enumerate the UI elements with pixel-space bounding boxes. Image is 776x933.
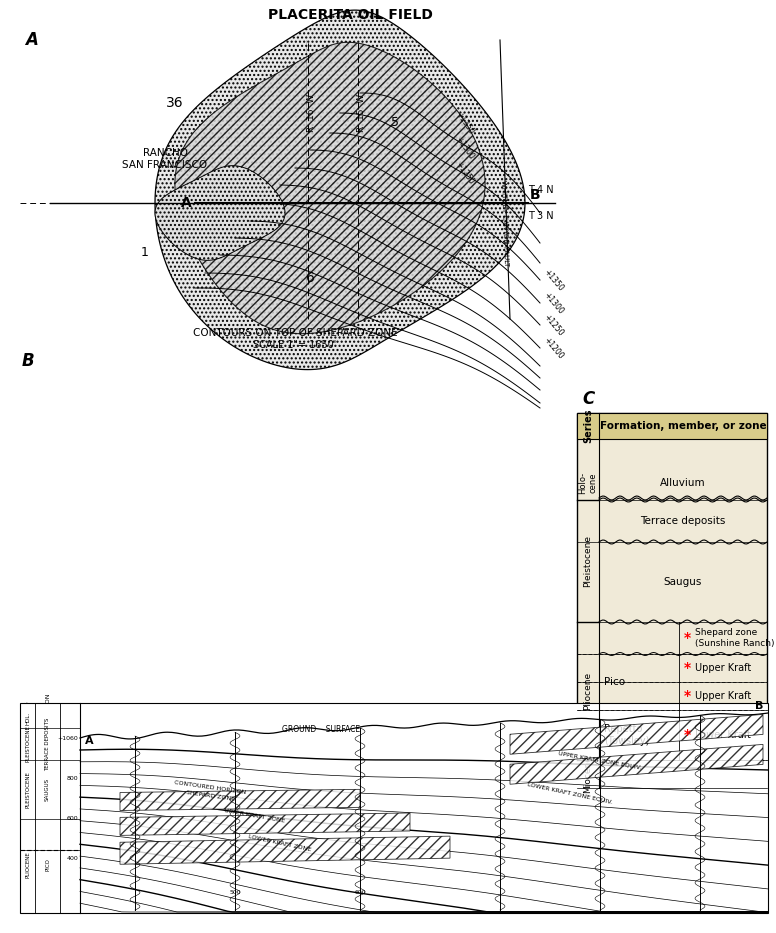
Text: Terrace deposits: Terrace deposits — [640, 516, 726, 526]
Text: A: A — [85, 736, 94, 746]
Text: Series: Series — [583, 409, 593, 443]
Text: R  16  W: R 16 W — [307, 94, 316, 132]
Text: LOWER KRAFT ZONE EQUIV.: LOWER KRAFT ZONE EQUIV. — [527, 782, 613, 804]
Text: Pico: Pico — [604, 677, 625, 687]
Text: SAUGUS: SAUGUS — [45, 777, 50, 801]
Text: Holo-
cene: Holo- cene — [578, 472, 598, 494]
Text: Oil producing zone: Oil producing zone — [605, 821, 723, 834]
Text: 600: 600 — [354, 890, 365, 895]
Text: Shepard zone
(Sunshine Ranch): Shepard zone (Sunshine Ranch) — [695, 628, 774, 648]
Text: PLIOCENE: PLIOCENE — [25, 852, 30, 878]
Text: CONTOURED HORIZON: CONTOURED HORIZON — [174, 781, 246, 796]
Text: +1300: +1300 — [542, 290, 566, 315]
Text: +1350: +1350 — [454, 110, 476, 136]
Text: 400: 400 — [66, 856, 78, 860]
Text: +1060: +1060 — [57, 735, 78, 741]
Text: HOL.: HOL. — [25, 712, 30, 725]
Text: +1200: +1200 — [542, 335, 566, 361]
Text: Repetto
(Towsley): Repetto (Towsley) — [604, 724, 650, 745]
Polygon shape — [510, 745, 763, 785]
Polygon shape — [510, 715, 763, 754]
Text: *: * — [592, 819, 601, 837]
Text: Upper Kraft: Upper Kraft — [695, 663, 751, 673]
Text: Miocene: Miocene — [584, 755, 593, 793]
Text: PLEISTOCENE: PLEISTOCENE — [25, 726, 30, 762]
Text: PLEISTOCENE: PLEISTOCENE — [25, 771, 30, 808]
Text: Upper Kraft: Upper Kraft — [695, 691, 751, 701]
Polygon shape — [120, 836, 450, 864]
Text: B: B — [754, 701, 763, 711]
Text: SHEPARD ZONE: SHEPARD ZONE — [185, 790, 234, 801]
Text: Pleistocene: Pleistocene — [584, 535, 593, 587]
Text: PICO: PICO — [45, 858, 50, 871]
Polygon shape — [155, 166, 285, 260]
Text: A: A — [182, 196, 192, 210]
Text: +1300: +1300 — [454, 135, 476, 161]
Text: 500: 500 — [229, 890, 241, 895]
Text: 6: 6 — [306, 271, 314, 285]
Text: LOWER KRAFT ZONE: LOWER KRAFT ZONE — [248, 834, 312, 852]
Text: *: * — [684, 728, 691, 742]
Text: +1250: +1250 — [454, 160, 476, 186]
Text: B: B — [22, 352, 35, 370]
Text: GROUND    SURFACE: GROUND SURFACE — [282, 726, 360, 734]
Text: A: A — [26, 31, 39, 49]
Polygon shape — [120, 813, 410, 835]
Text: B: B — [530, 188, 541, 202]
Text: Pliocene: Pliocene — [584, 672, 593, 710]
Text: EXPLANATION: EXPLANATION — [617, 796, 727, 810]
Text: Lower Kraft: Lower Kraft — [695, 730, 751, 740]
Text: Formation, member, or zone: Formation, member, or zone — [600, 421, 767, 431]
Text: Alluvium: Alluvium — [660, 478, 706, 488]
Text: 1: 1 — [141, 246, 149, 259]
Text: *: * — [684, 631, 691, 645]
Text: RANCHO: RANCHO — [143, 148, 188, 158]
Text: R  15  W: R 15 W — [356, 94, 365, 132]
Text: +1350: +1350 — [542, 267, 566, 293]
Text: CONTOURS ON TOP OF SHEPARD ZONE: CONTOURS ON TOP OF SHEPARD ZONE — [192, 328, 397, 338]
Text: T 4 N: T 4 N — [528, 185, 553, 195]
Text: FORMATION: FORMATION — [45, 692, 50, 730]
Text: 600: 600 — [67, 815, 78, 820]
Text: WHITNEY CANYON FAULT: WHITNEY CANYON FAULT — [501, 180, 510, 266]
Polygon shape — [120, 789, 360, 811]
Text: C: C — [582, 390, 594, 408]
Text: UPPER KRAFT ZONE: UPPER KRAFT ZONE — [224, 808, 286, 824]
Text: *: * — [684, 661, 691, 675]
Polygon shape — [175, 42, 485, 334]
Text: Saugus: Saugus — [663, 577, 702, 587]
Text: SERIES: SERIES — [25, 700, 30, 722]
Polygon shape — [155, 10, 525, 369]
Text: 5: 5 — [391, 117, 399, 130]
Bar — [20, 703, 768, 913]
Text: SCALE 1"= 1650': SCALE 1"= 1650' — [254, 340, 337, 350]
Text: PLACERITA OIL FIELD: PLACERITA OIL FIELD — [268, 8, 432, 22]
Text: *: * — [684, 689, 691, 703]
Text: TERRACE DEPOSITS: TERRACE DEPOSITS — [45, 717, 50, 771]
Text: SAN FRANCISCO: SAN FRANCISCO — [123, 160, 207, 170]
Text: +1250: +1250 — [542, 313, 566, 338]
Text: T 3 N: T 3 N — [528, 211, 553, 221]
Text: 36: 36 — [166, 96, 184, 110]
Text: UPPER KRAFT ZONE EQUIV.: UPPER KRAFT ZONE EQUIV. — [558, 750, 642, 770]
Bar — [577, 413, 767, 439]
Text: 800: 800 — [67, 775, 78, 781]
Bar — [577, 413, 767, 788]
